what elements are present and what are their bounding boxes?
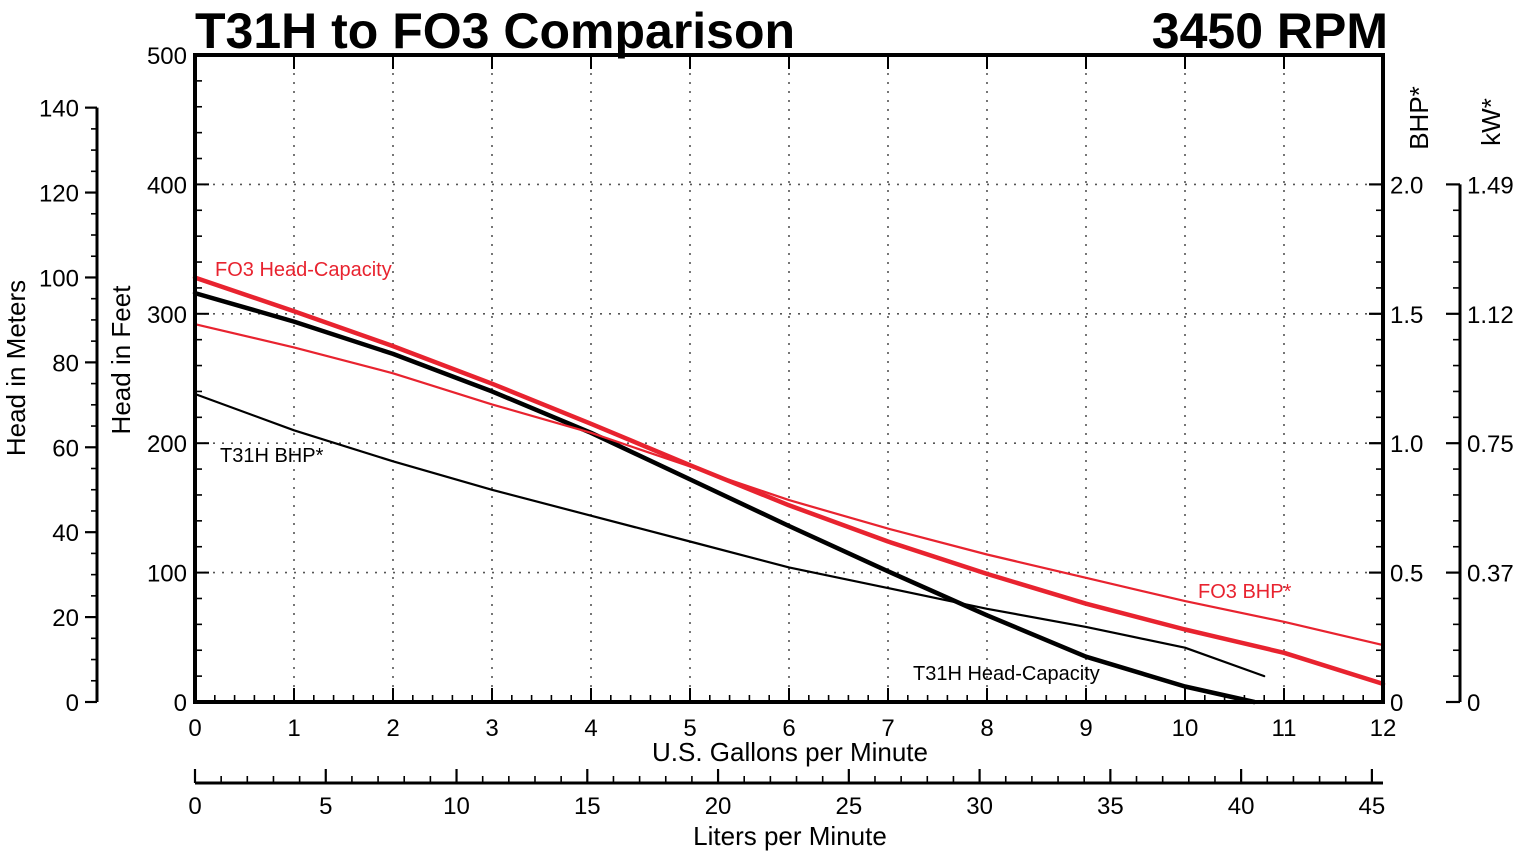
meters-tick-label: 120 <box>39 181 79 208</box>
y-axis-label-meters: Head in Meters <box>1 280 31 456</box>
x-tick-label: 9 <box>1079 715 1092 742</box>
kw-tick-label: 0.37 <box>1467 561 1514 588</box>
x-tick-label: 7 <box>881 715 894 742</box>
bhp-tick-label: 0 <box>1390 690 1403 717</box>
bhp-tick-label: 1.0 <box>1390 431 1423 458</box>
x2-tick-label: 45 <box>1359 793 1386 820</box>
x-axis-label: U.S. Gallons per Minute <box>652 737 928 767</box>
bhp-axis-label: BHP* <box>1404 86 1434 150</box>
annotation-t31h-head: T31H Head-Capacity <box>913 663 1100 685</box>
x2-tick-label: 40 <box>1228 793 1255 820</box>
kw-tick-label: 0 <box>1467 690 1480 717</box>
y-tick-label: 0 <box>174 690 187 717</box>
annotation-fo3-head: FO3 Head-Capacity <box>215 259 392 281</box>
meters-tick-label: 80 <box>52 350 79 377</box>
bhp-tick-label: 0.5 <box>1390 561 1423 588</box>
series-line-fo3-head-capacity <box>192 275 1386 687</box>
meters-tick-label: 100 <box>39 265 79 292</box>
x2-tick-label: 30 <box>966 793 993 820</box>
annotation-fo3-bhp: FO3 BHP* <box>1198 581 1292 603</box>
x-tick-label: 1 <box>287 715 300 742</box>
bhp-tick-label: 1.5 <box>1390 302 1423 329</box>
grid-lines <box>195 55 1383 702</box>
axis-ticks: 0 1 2 3 4 5 6 7 8 9 10 11 120 5 10 15 20 25 30 35 40 45010020… <box>39 43 1514 820</box>
x-tick-label: 8 <box>980 715 993 742</box>
x-tick-label: 5 <box>683 715 696 742</box>
y-tick-label: 200 <box>147 431 187 458</box>
series-line-fo3-bhp <box>193 323 1385 647</box>
x2-tick-label: 15 <box>574 793 601 820</box>
meters-tick-label: 140 <box>39 96 79 123</box>
x-tick-label: 0 <box>188 715 201 742</box>
x2-tick-label: 5 <box>319 793 332 820</box>
y-axis-label-feet: Head in Feet <box>106 285 136 435</box>
chart-subtitle: 3450 RPM <box>1152 3 1388 59</box>
x-tick-label: 3 <box>485 715 498 742</box>
x-tick-label: 12 <box>1370 715 1397 742</box>
x2-axis-label: Liters per Minute <box>693 821 887 851</box>
kw-tick-label: 0.75 <box>1467 431 1514 458</box>
x2-tick-label: 35 <box>1097 793 1124 820</box>
x-tick-label: 2 <box>386 715 399 742</box>
meters-tick-label: 0 <box>66 690 79 717</box>
y-tick-label: 100 <box>147 561 187 588</box>
x2-tick-label: 10 <box>443 793 470 820</box>
x-tick-label: 11 <box>1272 715 1297 742</box>
series-line-t31h-bhp <box>193 392 1266 678</box>
chart-title: T31H to FO3 Comparison <box>195 3 795 59</box>
bhp-tick-label: 2.0 <box>1390 172 1423 199</box>
meters-tick-label: 60 <box>52 435 79 462</box>
x2-tick-label: 0 <box>188 793 201 820</box>
meters-tick-label: 40 <box>52 520 79 547</box>
x2-tick-label: 20 <box>705 793 732 820</box>
annotation-t31h-bhp: T31H BHP* <box>220 445 324 467</box>
y-tick-label: 500 <box>147 43 187 70</box>
kw-axis-label: kW* <box>1476 98 1506 146</box>
kw-tick-label: 1.49 <box>1467 172 1514 199</box>
series-line-t31h-head-capacity <box>192 290 1257 705</box>
y-tick-label: 400 <box>147 172 187 199</box>
kw-tick-label: 1.12 <box>1467 302 1514 329</box>
x2-tick-label: 25 <box>835 793 862 820</box>
x-tick-label: 6 <box>782 715 795 742</box>
x-tick-label: 4 <box>584 715 597 742</box>
series-lines <box>192 275 1386 705</box>
meters-tick-label: 20 <box>52 605 79 632</box>
x-tick-label: 10 <box>1172 715 1199 742</box>
y-tick-label: 300 <box>147 302 187 329</box>
